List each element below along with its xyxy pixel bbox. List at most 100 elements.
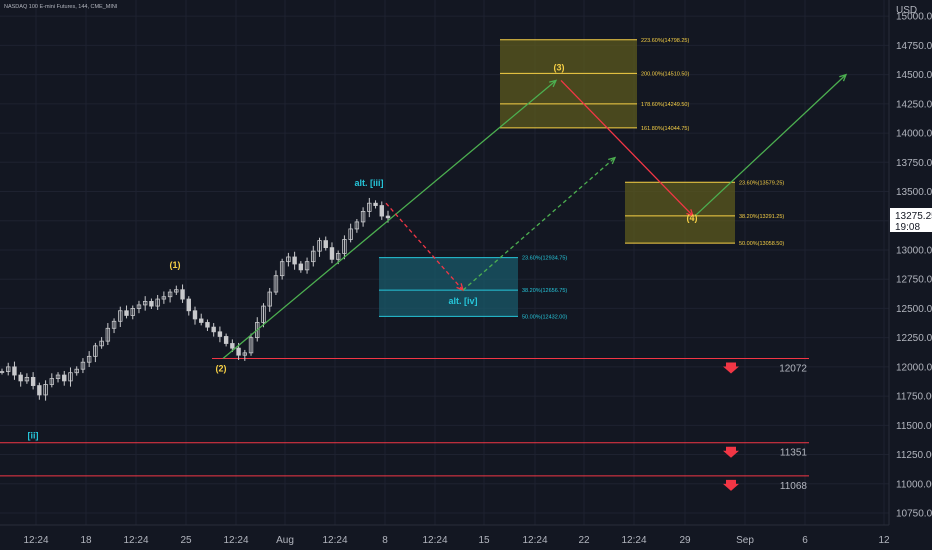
price-tick-label: 12250.00 [896,333,932,344]
down-arrow-icon [723,446,739,458]
time-tick-label: 6 [802,535,808,546]
candle-body [130,308,135,316]
time-tick-label: Sep [736,535,754,546]
candle-body [211,326,216,333]
projection-path-main-up-after-wave-4 [694,74,847,217]
candle-body [199,318,204,323]
candle-body [286,256,291,263]
candle-body [174,289,179,293]
symbol-label: NASDAQ 100 E-mini Futures, 144, CME_MINI [4,4,118,10]
candle-body [255,322,260,339]
projection-path-main-down-to-wave-4 [560,80,694,217]
price-tick-label: 13500.00 [896,187,932,198]
fib-level-label: 161.80%(14044.75) [641,126,689,132]
candle-body [167,291,173,298]
candle-body [367,202,372,212]
candle-body [136,304,142,309]
price-tick-label: 12500.00 [896,304,932,315]
time-tick-label: 12:24 [223,535,248,546]
candle-body [180,289,185,300]
candle-body [37,385,42,396]
candle-body [55,374,61,379]
price-tick-label: 13000.00 [896,245,932,256]
candle-body [354,221,360,230]
candle-body [18,374,23,382]
candle-body [342,239,347,254]
projection-path-alt-down-to-wave-iv [385,202,464,291]
time-tick-label: 12:24 [422,535,447,546]
fib-zone-wave-4-target [625,182,735,244]
arrowhead-icon [686,209,695,217]
candle-body [186,298,191,312]
support-level-label: 12072 [779,363,807,374]
candle-body [0,371,5,373]
price-tick-label: 15000.00 [896,12,932,23]
candle-body [192,310,198,320]
fib-level-label: 23.60%(13579.25) [739,180,784,186]
candle-body [161,296,167,300]
price-tick-label: 10750.00 [896,509,932,520]
arrowhead-icon [549,79,558,88]
candle-body [74,368,79,374]
candle-body [80,361,86,370]
candle-body [261,305,266,323]
fib-level-label: 38.20%(12656.75) [522,288,567,294]
price-axis[interactable]: USD 15000.00 14750.00 14500.00 14250.00 1400… [888,0,932,525]
candle-body [124,310,129,316]
down-arrow-icon [723,479,739,491]
candle-body [267,291,272,307]
time-tick-label: 12:24 [123,535,148,546]
time-tick-label: 22 [578,535,590,546]
price-tick-label: 14500.00 [896,70,932,81]
candle-body [6,366,11,372]
candle-body [279,261,285,277]
price-tick-label: 11000.00 [896,479,932,490]
candle-body [242,352,248,356]
fib-level-label: 38.20%(13291.25) [739,214,784,220]
candle-body [12,366,17,376]
candle-body [248,337,254,354]
current-price-countdown: 19:08 [895,222,920,233]
price-tick-label: 12750.00 [896,275,932,286]
candle-body [93,345,98,357]
fib-zones: 223.60%(14798.25) 200.00%(14510.50) 178.60… [379,38,784,320]
time-tick-label: 18 [80,535,92,546]
fib-level-label: 178.60%(14249.50) [641,102,689,108]
candle-body [223,336,229,344]
fib-level-label: 200.00%(14510.50) [641,71,689,77]
time-axis[interactable]: 12:24 18 12:24 25 12:24 Aug 12:24 8 12:24 15 12:24… [0,524,890,546]
wave-labels: [ii] (1) (2) alt. [iii] (3) alt. [iv] (4) [28,62,698,440]
support-level-label: 11351 [780,448,808,459]
price-tick-label: 11500.00 [896,421,932,432]
time-tick-label: 12:24 [621,535,646,546]
fib-level-label: 223.60%(14798.25) [641,38,689,44]
fib-level-label: 50.00%(12432.00) [522,314,567,320]
wave-label: (1) [170,260,181,270]
candle-body [298,263,304,271]
current-price-value: 13275.25 [895,211,932,222]
candle-body [24,376,30,382]
candle-body [155,298,160,307]
candle-body [49,378,55,385]
candle-body [62,374,67,382]
fib-level-label: 50.00%(13058.50) [739,241,784,247]
candle-body [105,327,111,342]
arrowhead-icon [608,156,617,165]
candle-body [360,210,366,223]
wave-label: alt. [iv] [448,296,477,306]
candle-body [149,301,154,307]
candle-body [68,372,73,382]
currency-label: USD [896,5,917,16]
candle-body [335,253,341,260]
candle-body [30,376,36,386]
time-tick-label: 12 [878,535,890,546]
candle-body [348,228,353,240]
support-level-label: 11068 [780,481,808,492]
projection-path-alt-up-after-wave-iv [462,157,616,291]
time-tick-label: 25 [180,535,192,546]
candle-body [142,301,148,306]
price-tick-label: 14250.00 [896,99,932,110]
candle-body [317,240,322,252]
projection-path-main-up-to-wave-3 [222,79,557,359]
